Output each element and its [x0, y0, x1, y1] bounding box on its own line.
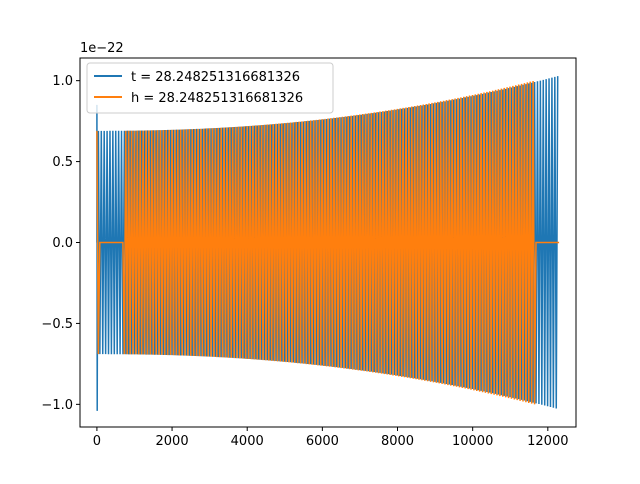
series-line-h [96, 80, 560, 405]
legend: t = 28.248251316681326 h = 28.2482513166… [86, 62, 334, 114]
y-tick-label: 1.0 [52, 74, 73, 89]
x-tick-label: 2000 [156, 434, 189, 449]
legend-box [86, 62, 334, 114]
x-tick-label: 10000 [452, 434, 493, 449]
y-tick-label: 0.5 [52, 155, 73, 170]
x-tick-label: 6000 [306, 434, 339, 449]
plot-area [96, 76, 560, 411]
x-tick-label: 8000 [381, 434, 414, 449]
y-offset-text: 1e−22 [80, 41, 124, 56]
y-tick-label: 0.0 [52, 236, 73, 251]
y-axis: −1.0 −0.5 0.0 0.5 1.0 [41, 74, 80, 413]
legend-label-t: t = 28.248251316681326 [131, 70, 300, 85]
x-axis: 0 2000 4000 6000 8000 10000 12000 [93, 427, 568, 449]
x-tick-label: 4000 [231, 434, 264, 449]
x-tick-label: 12000 [527, 434, 568, 449]
legend-label-h: h = 28.248251316681326 [131, 91, 303, 106]
y-tick-label: −0.5 [41, 317, 73, 332]
x-tick-label: 0 [93, 434, 101, 449]
y-tick-label: −1.0 [41, 398, 73, 413]
